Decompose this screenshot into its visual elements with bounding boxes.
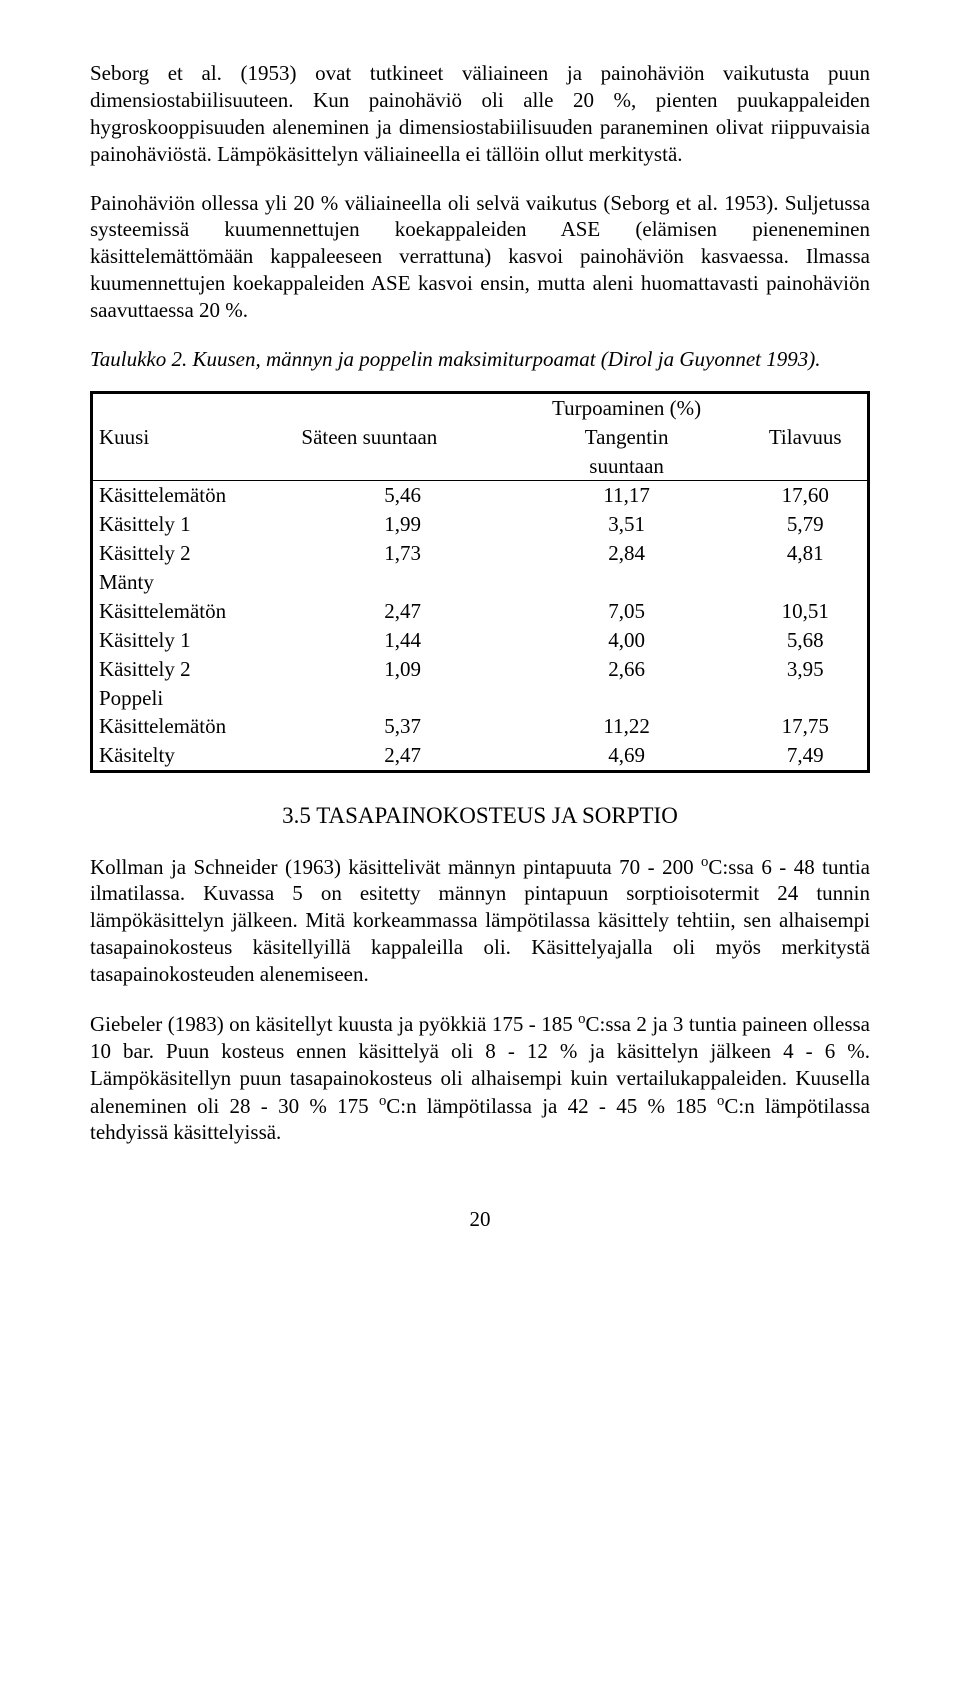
row-label: Mänty [92, 568, 296, 597]
degree-sup: o [578, 1011, 585, 1027]
p4-a: Giebeler (1983) on käsitellyt kuusta ja … [90, 1012, 578, 1036]
row-cell: 17,75 [743, 712, 868, 741]
table-row: Käsittelemätön 5,37 11,22 17,75 [92, 712, 869, 741]
p3-pre: Kollman ja Schneider (1963) käsittelivät… [90, 855, 701, 879]
row-cell: 3,95 [743, 655, 868, 684]
section-heading: 3.5 TASAPAINOKOSTEUS JA SORPTIO [90, 801, 870, 830]
row-cell [743, 568, 868, 597]
row-cell: 1,09 [295, 655, 509, 684]
row-cell: 11,17 [510, 481, 744, 510]
col1-header: Säteen suuntaan [295, 423, 509, 452]
col3-header: Tilavuus [743, 423, 868, 452]
row-label: Käsittelemätön [92, 481, 296, 510]
row-cell: 5,79 [743, 510, 868, 539]
row-cell [510, 684, 744, 713]
table-row: Käsittely 2 1,73 2,84 4,81 [92, 539, 869, 568]
col2-header-b: suuntaan [510, 452, 744, 481]
row-cell: 7,49 [743, 741, 868, 771]
table-row: Käsitelty 2,47 4,69 7,49 [92, 741, 869, 771]
row-cell: 1,44 [295, 626, 509, 655]
row-cell: 2,47 [295, 741, 509, 771]
row-cell: 2,47 [295, 597, 509, 626]
swelling-table: Turpoaminen (%) Kuusi Säteen suuntaan Ta… [90, 391, 870, 773]
p4-c: C:n lämpötilassa ja 42 - 45 % 185 [386, 1094, 717, 1118]
header-span: Turpoaminen (%) [510, 392, 744, 422]
row-cell [295, 684, 509, 713]
row-cell [743, 684, 868, 713]
row-label: Käsittely 2 [92, 539, 296, 568]
row-label: Käsittelemätön [92, 712, 296, 741]
row-cell: 4,00 [510, 626, 744, 655]
table-caption: Taulukko 2. Kuusen, männyn ja poppelin m… [90, 346, 870, 373]
table-row: Käsittely 1 1,44 4,00 5,68 [92, 626, 869, 655]
table-row: Käsittelemätön 5,46 11,17 17,60 [92, 481, 869, 510]
row-cell: 10,51 [743, 597, 868, 626]
paragraph-4: Giebeler (1983) on käsitellyt kuusta ja … [90, 1010, 870, 1146]
row-cell: 1,99 [295, 510, 509, 539]
row-cell: 3,51 [510, 510, 744, 539]
row-cell: 2,84 [510, 539, 744, 568]
row-cell: 2,66 [510, 655, 744, 684]
row-cell: 7,05 [510, 597, 744, 626]
row-label: Käsitelty [92, 741, 296, 771]
col2-header-a: Tangentin [510, 423, 744, 452]
table-header-row-1: Turpoaminen (%) [92, 392, 869, 422]
row-cell [295, 568, 509, 597]
row-cell: 17,60 [743, 481, 868, 510]
row-label: Käsittely 1 [92, 510, 296, 539]
row-label: Poppeli [92, 684, 296, 713]
row-label: Käsittelemätön [92, 597, 296, 626]
page-number: 20 [90, 1206, 870, 1233]
paragraph-2: Painohäviön ollessa yli 20 % väliaineell… [90, 190, 870, 324]
row-cell: 4,69 [510, 741, 744, 771]
row-label: Käsittely 1 [92, 626, 296, 655]
table-header-row-3: suuntaan [92, 452, 869, 481]
row-cell: 5,37 [295, 712, 509, 741]
col0-group-kuusi: Kuusi [92, 423, 296, 452]
table-header-row-2: Kuusi Säteen suuntaan Tangentin Tilavuus [92, 423, 869, 452]
table-row: Käsittely 2 1,09 2,66 3,95 [92, 655, 869, 684]
row-cell: 1,73 [295, 539, 509, 568]
row-cell [510, 568, 744, 597]
paragraph-3: Kollman ja Schneider (1963) käsittelivät… [90, 853, 870, 988]
row-cell: 11,22 [510, 712, 744, 741]
paragraph-1: Seborg et al. (1953) ovat tutkineet väli… [90, 60, 870, 168]
table-row: Käsittelemätön 2,47 7,05 10,51 [92, 597, 869, 626]
row-cell: 4,81 [743, 539, 868, 568]
table-row: Poppeli [92, 684, 869, 713]
row-cell: 5,68 [743, 626, 868, 655]
table-row: Mänty [92, 568, 869, 597]
row-label: Käsittely 2 [92, 655, 296, 684]
row-cell: 5,46 [295, 481, 509, 510]
table-row: Käsittely 1 1,99 3,51 5,79 [92, 510, 869, 539]
